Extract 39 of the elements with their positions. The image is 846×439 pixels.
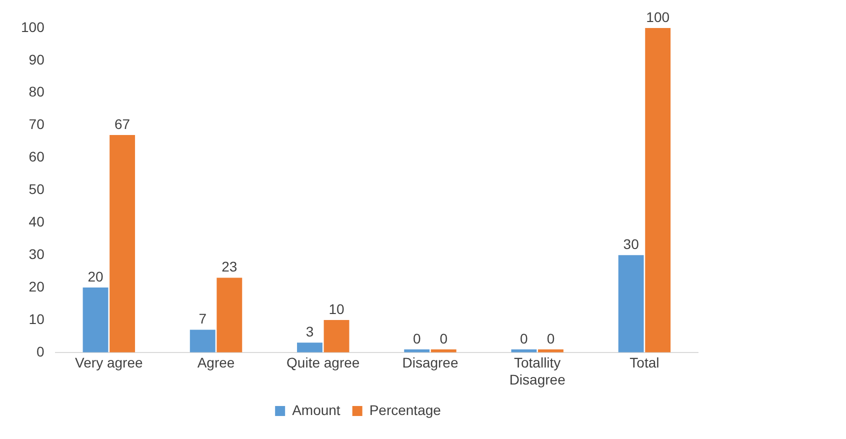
data-label: 67 [114, 116, 130, 132]
bar [618, 255, 644, 352]
bar [324, 320, 350, 352]
y-tick-label: 100 [21, 18, 45, 35]
data-label: 20 [88, 268, 104, 284]
legend-label: Percentage [369, 402, 442, 418]
y-tick-label: 70 [28, 116, 45, 132]
y-tick-label: 0 [36, 343, 45, 360]
bar [82, 288, 108, 352]
legend-label: Amount [292, 402, 340, 418]
y-tick-label: 10 [28, 310, 45, 327]
x-tick-label: Total [630, 354, 660, 371]
y-tick-label: 30 [28, 246, 45, 262]
y-tick-label: 40 [28, 214, 45, 230]
data-label: 100 [646, 8, 670, 25]
data-label: 0 [412, 330, 421, 346]
y-tick-label: 20 [28, 278, 45, 294]
y-tick-label: 60 [28, 148, 45, 165]
x-tick-label: Disagree [402, 354, 458, 371]
bar [190, 330, 216, 352]
data-label: 3 [306, 324, 314, 340]
x-tick-label: Very agree [75, 354, 143, 371]
data-label: 0 [440, 330, 448, 346]
x-tick-label: Agree [197, 354, 235, 371]
y-tick-label: 90 [28, 51, 45, 68]
data-label: 30 [623, 236, 640, 252]
data-label: 7 [198, 310, 207, 327]
bar [297, 342, 322, 352]
y-tick-label: 80 [28, 84, 45, 100]
data-label: 10 [328, 300, 345, 317]
bar [216, 278, 242, 352]
data-label: 0 [520, 330, 528, 346]
x-tick-label: Totallity Disagree [509, 354, 566, 388]
x-tick-label: Quite agree [286, 354, 360, 371]
data-label: 0 [546, 330, 555, 346]
data-label: 23 [222, 258, 238, 275]
bar [645, 28, 671, 352]
y-tick-label: 50 [28, 181, 45, 198]
bar [110, 135, 136, 352]
